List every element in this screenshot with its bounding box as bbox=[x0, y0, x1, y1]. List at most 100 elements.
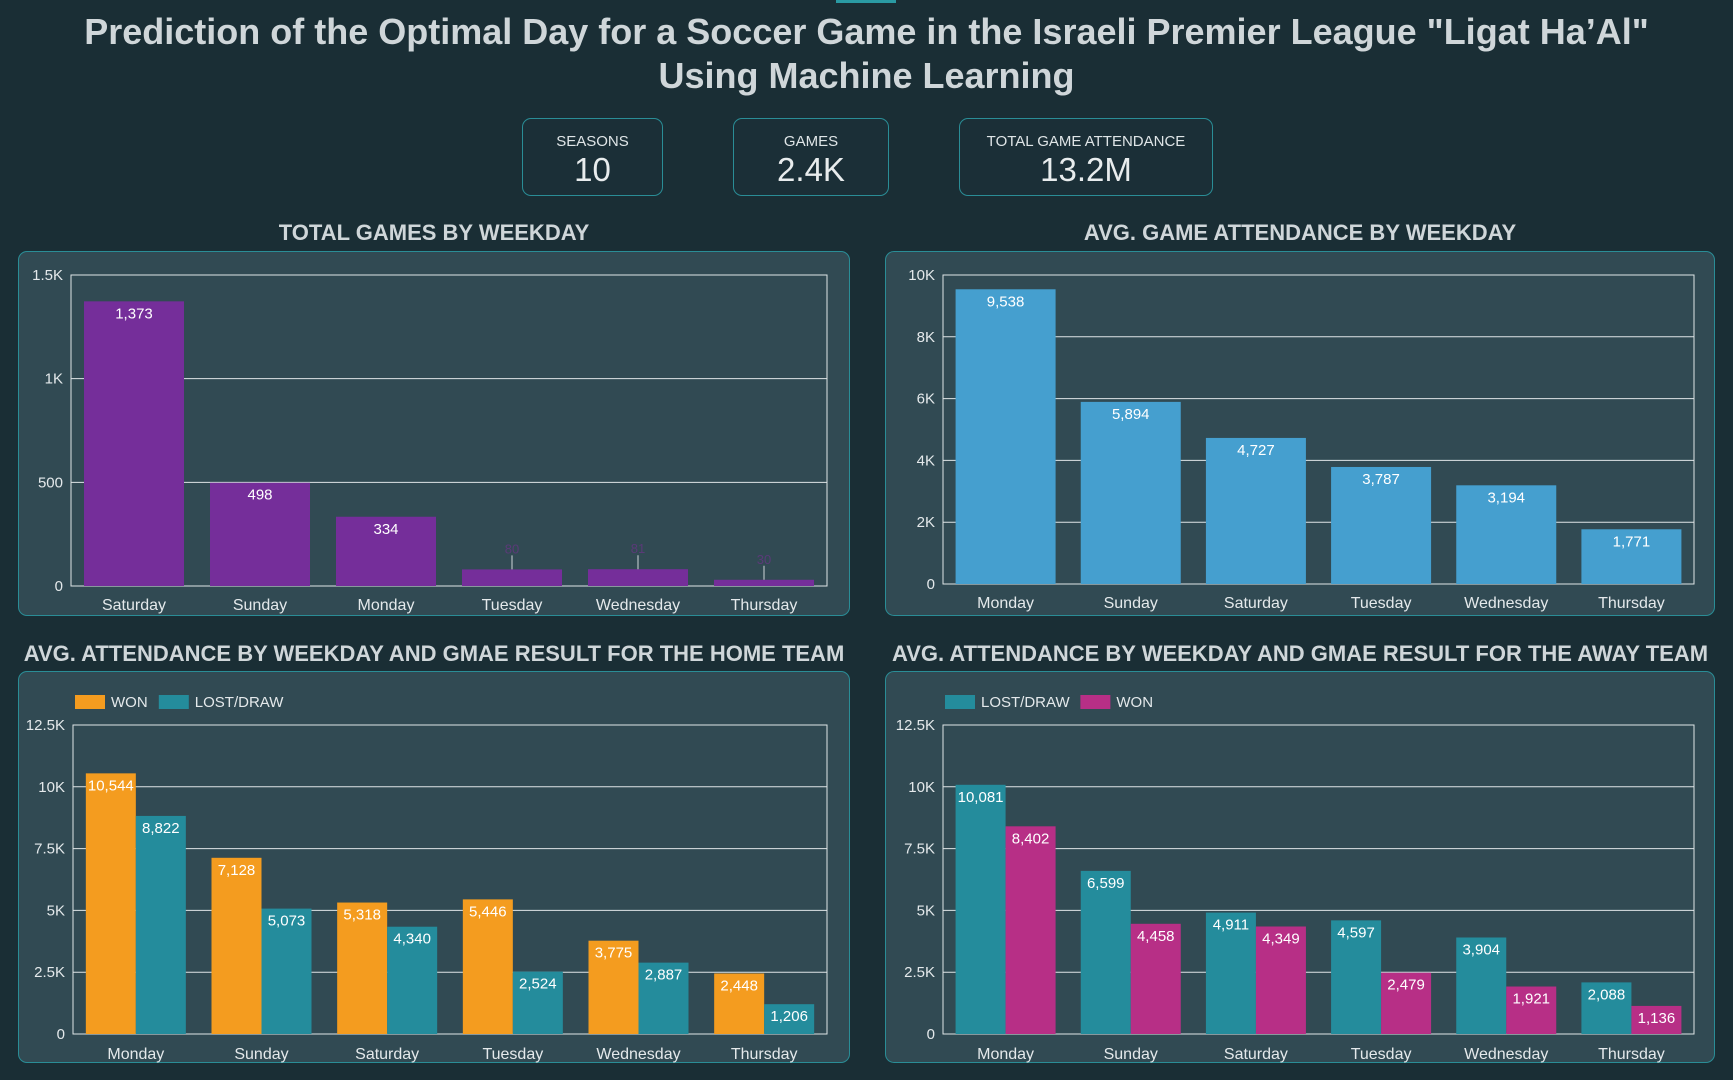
y-tick-label: 1.5K bbox=[32, 267, 63, 284]
bar bbox=[85, 773, 136, 1034]
title-line-1: Prediction of the Optimal Day for a Socc… bbox=[84, 11, 1649, 52]
y-tick-label: 7.5K bbox=[34, 841, 65, 858]
y-tick-label: 12.5K bbox=[26, 717, 65, 734]
y-tick-label: 500 bbox=[38, 474, 63, 491]
bar bbox=[714, 579, 814, 586]
bar bbox=[1080, 870, 1131, 1034]
data-label: 10,544 bbox=[88, 777, 134, 794]
bar bbox=[1331, 920, 1382, 1034]
data-label: 10,081 bbox=[958, 789, 1004, 806]
x-tick-label: Wednesday bbox=[596, 597, 680, 614]
bar bbox=[1581, 982, 1632, 1034]
kpi-games-label: GAMES bbox=[783, 133, 839, 150]
x-tick-label: Monday bbox=[977, 1046, 1034, 1063]
y-tick-label: 8K bbox=[917, 329, 935, 346]
y-tick-label: 5K bbox=[47, 902, 65, 919]
bar bbox=[588, 940, 639, 1034]
bar bbox=[764, 1004, 815, 1034]
y-tick-label: 0 bbox=[57, 1026, 65, 1043]
bar bbox=[1331, 466, 1432, 584]
data-label: 1,373 bbox=[115, 305, 153, 322]
y-tick-label: 7.5K bbox=[904, 841, 935, 858]
chart-total-games: 0 500 1K 1.5K 1,373 Saturday 498 Sunday 334 Monda… bbox=[32, 267, 828, 614]
bar bbox=[714, 973, 765, 1034]
panel-away-team: 0 2.5K 5K 7.5K 10K 12.5K LOST/DRAW WON 10,081 8,4… bbox=[885, 671, 1715, 1063]
data-label: 9,538 bbox=[987, 293, 1025, 310]
kpi-card-total-attendance: TOTAL GAME ATTENDANCE 13.2M bbox=[959, 118, 1213, 196]
x-tick-label: Tuesday bbox=[482, 597, 543, 614]
y-tick-label: 12.5K bbox=[896, 717, 935, 734]
y-tick-label: 2K bbox=[917, 514, 935, 531]
top-accent-bar bbox=[836, 0, 896, 3]
y-tick-label: 6K bbox=[917, 391, 935, 408]
y-tick-label: 10K bbox=[38, 779, 65, 796]
data-label: 3,904 bbox=[1462, 941, 1500, 958]
legend-swatch bbox=[158, 695, 189, 709]
chart-title-home-team: AVG. ATTENDANCE BY WEEKDAY AND GMAE RESU… bbox=[23, 641, 845, 666]
bar bbox=[261, 908, 312, 1034]
x-tick-label: Thursday bbox=[1598, 595, 1665, 612]
x-tick-label: Saturday bbox=[1224, 595, 1288, 612]
data-label: 3,775 bbox=[595, 945, 633, 962]
y-tick-label: 5K bbox=[917, 902, 935, 919]
x-tick-label: Thursday bbox=[1598, 1046, 1665, 1063]
y-tick-label: 2.5K bbox=[34, 964, 65, 981]
chart-title-away-team: AVG. ATTENDANCE BY WEEKDAY AND GMAE RESU… bbox=[891, 641, 1709, 666]
chart-home-team: 0 2.5K 5K 7.5K 10K 12.5K WON LOST/DRAW 10,544 8,8… bbox=[26, 694, 828, 1063]
y-tick-label: 10K bbox=[908, 779, 935, 796]
x-tick-label: Thursday bbox=[731, 1046, 798, 1063]
bar bbox=[135, 815, 186, 1034]
bar bbox=[211, 857, 262, 1034]
bar bbox=[1456, 485, 1557, 584]
plot-frame bbox=[942, 274, 1695, 585]
data-label: 6,599 bbox=[1087, 875, 1125, 892]
kpi-seasons-label: SEASONS bbox=[556, 133, 629, 150]
panel-total-games: 0 500 1K 1.5K 1,373 Saturday 498 Sunday 334 Monda… bbox=[18, 251, 850, 616]
data-label: 4,349 bbox=[1262, 930, 1300, 947]
bar bbox=[462, 899, 513, 1034]
kpi-card-games: GAMES 2.4K bbox=[733, 118, 889, 196]
data-label: 81 bbox=[631, 541, 645, 556]
legend-label: LOST/DRAW bbox=[195, 694, 284, 711]
bar bbox=[210, 482, 310, 586]
bar bbox=[336, 516, 436, 586]
plot-frame bbox=[70, 274, 828, 587]
bar bbox=[512, 971, 563, 1034]
data-label: 3,787 bbox=[1362, 471, 1400, 488]
x-tick-label: Saturday bbox=[102, 597, 166, 614]
chart-avg-attendance: 0 2K 4K 6K 8K 10K 9,538 Monday 5,894 Sunday 4,727 S… bbox=[908, 267, 1695, 612]
data-label: 3,194 bbox=[1487, 489, 1525, 506]
kpi-games-value: 2.4K bbox=[777, 151, 845, 188]
x-tick-label: Sunday bbox=[1104, 1046, 1158, 1063]
bar bbox=[1506, 986, 1557, 1034]
kpi-attendance-value: 13.2M bbox=[1040, 151, 1132, 188]
title-line-2: Using Machine Learning bbox=[658, 55, 1075, 96]
plot-frame bbox=[942, 724, 1695, 1035]
legend-label: LOST/DRAW bbox=[981, 694, 1070, 711]
bar bbox=[1631, 1005, 1682, 1034]
x-tick-label: Tuesday bbox=[1351, 1046, 1412, 1063]
data-label: 4,340 bbox=[393, 931, 431, 948]
bar bbox=[462, 569, 562, 586]
data-label: 2,088 bbox=[1588, 986, 1626, 1003]
bar bbox=[1381, 972, 1432, 1034]
bar bbox=[1080, 401, 1181, 584]
data-label: 2,448 bbox=[720, 977, 758, 994]
bar bbox=[1255, 926, 1306, 1034]
bar bbox=[955, 289, 1056, 584]
data-label: 8,822 bbox=[142, 820, 180, 837]
bar bbox=[638, 962, 689, 1034]
data-label: 5,073 bbox=[268, 913, 306, 930]
kpi-card-seasons: SEASONS 10 bbox=[522, 118, 663, 196]
x-tick-label: Wednesday bbox=[1464, 1046, 1548, 1063]
legend-label: WON bbox=[1116, 694, 1153, 711]
bar bbox=[955, 784, 1006, 1034]
bar bbox=[1456, 937, 1507, 1034]
chart-title-total-games: TOTAL GAMES BY WEEKDAY bbox=[278, 220, 590, 245]
y-tick-label: 4K bbox=[917, 452, 935, 469]
data-label: 1,136 bbox=[1638, 1010, 1676, 1027]
data-label: 334 bbox=[373, 521, 398, 538]
panel-home-team: 0 2.5K 5K 7.5K 10K 12.5K WON LOST/DRAW 10,544 8,8… bbox=[18, 671, 850, 1063]
x-tick-label: Sunday bbox=[233, 597, 287, 614]
y-tick-label: 10K bbox=[908, 267, 935, 284]
